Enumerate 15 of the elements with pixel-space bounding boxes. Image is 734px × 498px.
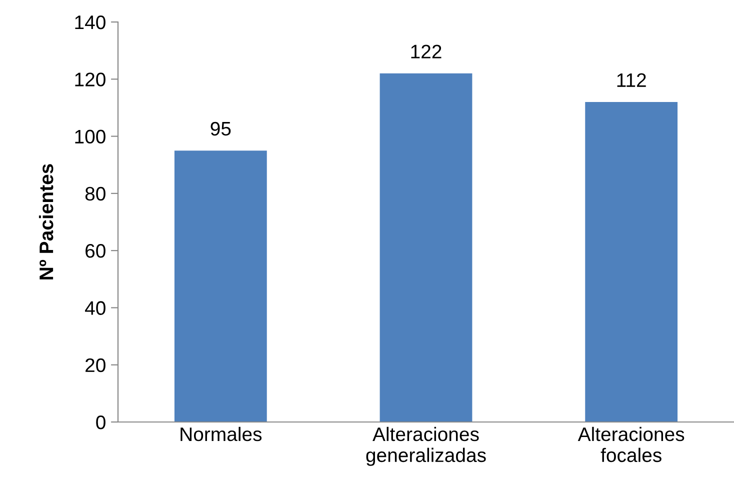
y-tick-label: 0 [96,415,106,430]
y-tick-label: 80 [85,186,106,201]
y-tick-label: 20 [86,358,106,372]
data-label: 122 [411,44,442,58]
x-tick-label: Normales [180,426,262,442]
y-tick-label: 100 [75,130,106,144]
data-label: 95 [210,122,231,136]
y-tick-label: 60 [86,244,106,258]
x-tick-label: Alteraciones focales [578,426,684,462]
data-label: 112 [617,73,646,87]
y-tick-label: 40 [85,301,106,315]
y-tick-label: 140 [75,15,106,30]
y-tick-label: 120 [75,72,106,86]
y-axis-title: Nº Pacientes [38,164,54,280]
x-tick-label: Alteraciones generalizadas [366,426,486,466]
